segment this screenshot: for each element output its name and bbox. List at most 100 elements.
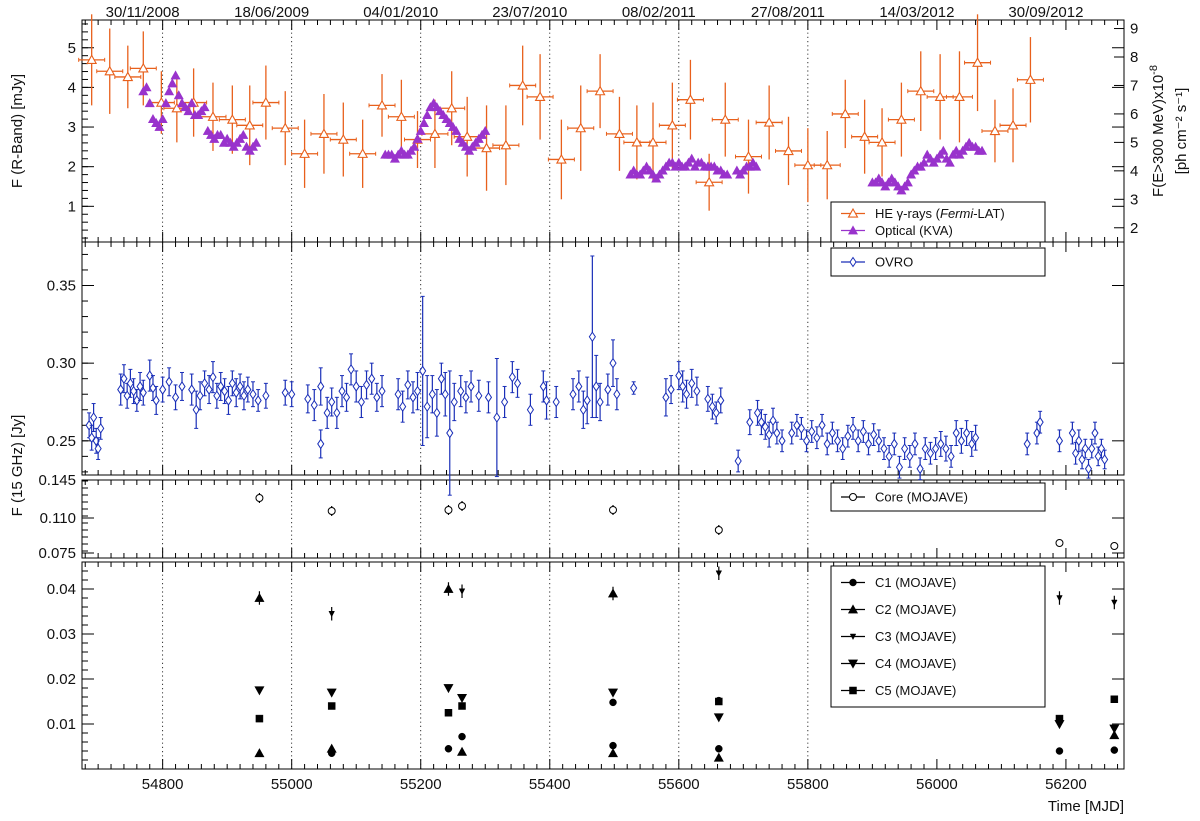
data-point — [493, 412, 501, 423]
legend-label: C4 (MOJAVE) — [875, 656, 956, 671]
legend-label: C5 (MOJAVE) — [875, 683, 956, 698]
data-point — [226, 113, 238, 124]
legend-label: C2 (MOJAVE) — [875, 602, 956, 617]
data-point — [753, 407, 762, 419]
data-point — [462, 391, 470, 403]
data-point — [765, 429, 773, 441]
y-tick-label: 1 — [68, 198, 76, 215]
data-point — [446, 427, 454, 439]
data-point — [458, 702, 466, 710]
legend-box — [830, 482, 1046, 512]
data-point — [667, 384, 675, 395]
y-tick-label: 0.03 — [47, 626, 76, 643]
data-point — [224, 395, 233, 406]
data-point — [769, 415, 777, 427]
legend-box — [830, 565, 1046, 708]
data-point — [126, 377, 134, 389]
data-point — [1056, 595, 1063, 602]
data-point — [579, 404, 587, 416]
data-point — [446, 102, 458, 113]
data-point — [323, 407, 331, 419]
y-tick-label: 0.145 — [38, 472, 76, 489]
y-tick-label: 0.075 — [38, 545, 76, 562]
data-point — [870, 429, 878, 441]
panel-components: 0.01 0.02 0.03 0.04 — [47, 561, 1125, 770]
data-point — [517, 79, 529, 90]
data-point — [962, 427, 971, 439]
data-point — [934, 91, 946, 101]
data-point — [146, 370, 154, 381]
data-point — [885, 450, 893, 462]
data-point — [338, 385, 346, 397]
data-point — [418, 117, 429, 127]
x-tick-label: 56200 — [1045, 776, 1087, 793]
y2-tick-label: 6 — [1130, 106, 1138, 123]
data-point — [906, 450, 914, 462]
data-point — [526, 404, 535, 416]
data-point — [926, 447, 935, 459]
series-ovro — [85, 255, 1109, 496]
data-point — [647, 136, 659, 147]
legend-marker — [849, 578, 857, 587]
data-point — [279, 122, 291, 133]
data-point — [588, 331, 596, 343]
data-point — [569, 388, 577, 400]
series-c3-mojave- — [328, 566, 1118, 621]
data-point — [249, 388, 257, 400]
x-tick-label: 55600 — [658, 776, 700, 793]
date-label: 14/03/2012 — [879, 4, 954, 21]
data-point — [813, 432, 821, 444]
data-point — [251, 137, 262, 147]
data-point — [839, 108, 851, 119]
data-point — [481, 142, 492, 153]
data-point — [1023, 438, 1031, 450]
data-point — [90, 412, 98, 423]
data-point — [404, 379, 412, 391]
time-gridlines — [162, 20, 809, 769]
data-point — [715, 745, 723, 753]
y-tick-label: 4 — [68, 79, 76, 96]
data-point — [337, 133, 349, 144]
data-point — [123, 390, 131, 402]
data-point — [373, 391, 381, 403]
legend-label: HE γ-rays (Fermi-LAT) — [875, 206, 1005, 221]
data-point — [288, 388, 296, 400]
data-point — [94, 443, 102, 454]
data-point — [443, 684, 454, 694]
data-point — [130, 385, 138, 397]
series-he-rays-fermi-lat- — [78, 14, 1044, 211]
data-point — [844, 430, 852, 442]
data-point — [864, 438, 873, 450]
data-point — [120, 373, 128, 385]
data-point — [609, 506, 618, 514]
data-point — [317, 438, 325, 450]
data-point — [428, 388, 436, 400]
data-point — [333, 407, 341, 419]
data-point — [534, 91, 546, 101]
y-axis-title: F (15 GHz) [Jy] — [9, 415, 26, 517]
data-point — [1110, 746, 1119, 754]
data-point — [86, 54, 98, 64]
data-point — [444, 745, 453, 753]
data-point — [808, 426, 816, 437]
y-tick-label: 2 — [68, 159, 76, 176]
legend-ovro: OVRO — [830, 247, 1046, 277]
data-point — [937, 438, 945, 450]
data-point — [688, 377, 696, 389]
legend-marker — [847, 604, 859, 614]
data-point — [854, 435, 862, 447]
data-point — [682, 388, 691, 400]
data-point — [513, 377, 522, 389]
right-axis: 2 3 4 5 6 7 8 9 F(E>300 MeV)x10-8 [ph cm⁻² s⁻¹] — [1114, 21, 1190, 237]
y-tick-label: 0.110 — [40, 510, 76, 527]
data-point — [911, 438, 919, 450]
data-point — [783, 145, 794, 156]
data-point — [734, 455, 742, 467]
data-point — [890, 438, 898, 450]
data-point — [542, 395, 551, 406]
data-point — [802, 159, 814, 170]
data-point — [968, 438, 976, 450]
data-point — [828, 427, 836, 439]
date-label: 30/11/2008 — [106, 4, 180, 21]
data-point — [457, 746, 468, 756]
